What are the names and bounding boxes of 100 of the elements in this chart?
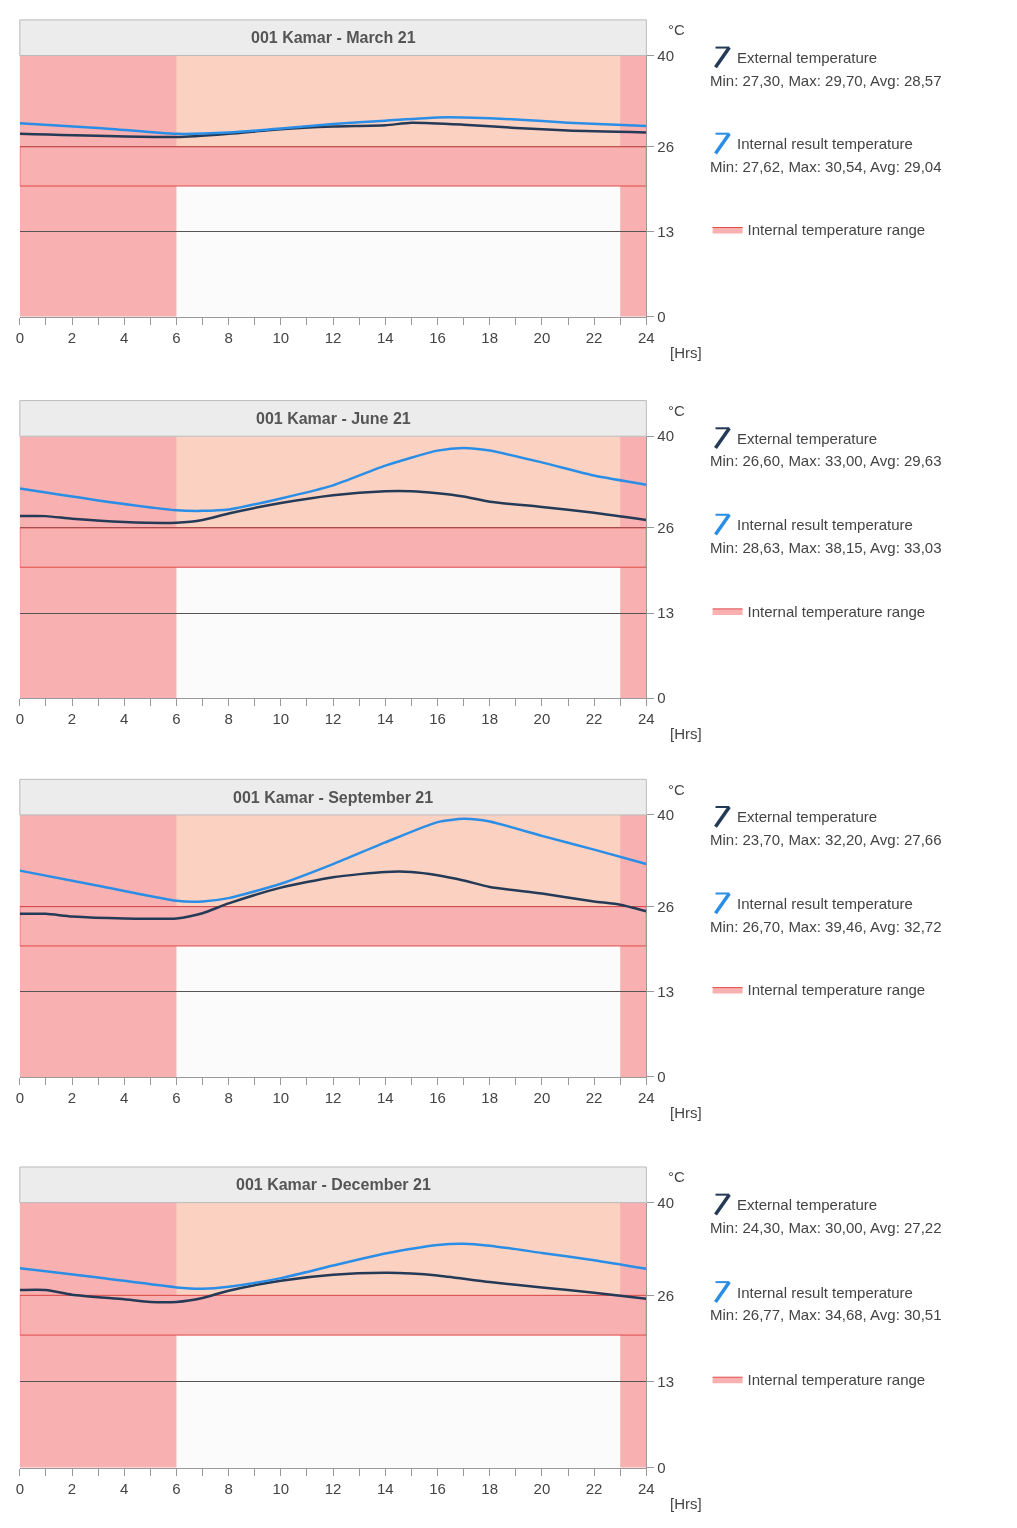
legend-label: Internal temperature range <box>747 1371 926 1389</box>
x-tick-label: 0 <box>15 710 24 728</box>
line-series <box>19 446 647 513</box>
y-tick-label: 13 <box>657 1372 675 1390</box>
x-tick-label: 14 <box>376 1088 394 1106</box>
x-tick-label: 10 <box>272 710 290 728</box>
x-tick-label: 12 <box>324 1088 342 1106</box>
line-series <box>19 870 647 921</box>
x-tick-label: 2 <box>67 328 77 346</box>
y-tick-label: 0 <box>657 689 666 707</box>
x-axis-title: [Hrs] <box>670 1104 702 1121</box>
x-tick-label: 20 <box>533 1479 551 1497</box>
text: Min: 28,63, Max: 38,15, Avg: 33,03 <box>710 539 942 556</box>
legend-label: Internal temperature range <box>747 981 926 999</box>
x-tick-label: 24 <box>637 328 655 346</box>
line-series <box>19 1271 647 1304</box>
x-tick-label: 18 <box>481 1479 499 1497</box>
x-axis-title: [Hrs] <box>670 725 702 742</box>
x-tick-label: 4 <box>120 710 129 728</box>
y-tick-label: 26 <box>657 519 675 537</box>
x-tick-label: 20 <box>533 328 551 346</box>
y-axis-title: °C <box>668 1168 685 1185</box>
text: Min: 26,60, Max: 33,00, Avg: 29,63 <box>710 452 942 469</box>
y-axis-title: °C <box>668 402 685 419</box>
x-tick-label: 2 <box>67 710 77 728</box>
x-axis-title: [Hrs] <box>670 1495 702 1512</box>
x-tick-label: 16 <box>429 710 446 728</box>
text: Min: 24,30, Max: 30,00, Avg: 27,22 <box>710 1219 942 1236</box>
x-tick-label: 10 <box>272 1088 290 1106</box>
x-tick-label: 14 <box>376 328 394 346</box>
legend-label: Internal result temperature <box>737 135 913 152</box>
legend-label: External temperature <box>737 1196 878 1213</box>
line-series <box>19 489 647 525</box>
y-tick-label: 0 <box>657 1068 666 1086</box>
x-tick-label: 24 <box>637 1479 655 1497</box>
chart-title: 001 Kamar - December 21 <box>236 1176 431 1193</box>
x-tick-label: 22 <box>585 1479 603 1497</box>
chart-title: 001 Kamar - March 21 <box>251 29 416 46</box>
y-tick-label: 13 <box>657 604 675 622</box>
legend-label: External temperature <box>737 49 878 66</box>
x-tick-label: 14 <box>376 710 394 728</box>
x-tick-label: 6 <box>172 1479 181 1497</box>
y-tick-label: 40 <box>657 427 675 445</box>
x-tick-label: 10 <box>272 1479 290 1497</box>
x-tick-label: 0 <box>15 1479 24 1497</box>
y-tick-label: 26 <box>657 138 675 156</box>
y-axis-title: °C <box>668 21 685 38</box>
x-tick-label: 18 <box>481 1088 499 1106</box>
x-tick-label: 8 <box>224 1088 233 1106</box>
x-tick-label: 12 <box>324 1479 342 1497</box>
text: Min: 27,62, Max: 30,54, Avg: 29,04 <box>710 158 942 175</box>
y-tick-label: 26 <box>657 1286 675 1304</box>
text: Min: 23,70, Max: 32,20, Avg: 27,66 <box>710 831 942 848</box>
x-tick-label: 16 <box>429 328 446 346</box>
line-series <box>19 116 647 136</box>
text: Min: 26,70, Max: 39,46, Avg: 32,72 <box>710 918 942 935</box>
y-tick-label: 0 <box>657 1458 666 1476</box>
legend-label: Internal temperature range <box>747 602 926 620</box>
x-tick-label: 6 <box>172 328 181 346</box>
chart-title: 001 Kamar - June 21 <box>256 410 411 427</box>
x-tick-label: 4 <box>120 328 129 346</box>
x-tick-label: 14 <box>376 1479 394 1497</box>
x-tick-label: 8 <box>224 1479 233 1497</box>
legend-label: Internal temperature range <box>747 221 926 239</box>
x-tick-label: 16 <box>429 1088 446 1106</box>
x-tick-label: 12 <box>324 328 342 346</box>
chart-title: 001 Kamar - September 21 <box>233 789 434 806</box>
text: Min: 27,30, Max: 29,70, Avg: 28,57 <box>710 72 942 89</box>
y-tick-label: 40 <box>657 46 675 64</box>
legend-label: External temperature <box>737 430 878 447</box>
x-tick-label: 24 <box>637 1088 655 1106</box>
y-tick-label: 13 <box>657 222 675 240</box>
line-series <box>19 1242 647 1290</box>
x-tick-label: 20 <box>533 710 551 728</box>
x-tick-label: 18 <box>481 710 499 728</box>
legend-label: Internal result temperature <box>737 895 913 912</box>
y-tick-label: 40 <box>657 806 675 824</box>
x-tick-label: 0 <box>15 328 24 346</box>
x-tick-label: 2 <box>67 1088 77 1106</box>
x-tick-label: 22 <box>585 1088 603 1106</box>
x-tick-label: 2 <box>67 1479 77 1497</box>
x-tick-label: 16 <box>429 1479 446 1497</box>
x-tick-label: 8 <box>224 328 233 346</box>
x-tick-label: 4 <box>120 1088 129 1106</box>
y-tick-label: 26 <box>657 897 675 915</box>
y-tick-label: 40 <box>657 1193 675 1211</box>
x-tick-label: 22 <box>585 328 603 346</box>
x-tick-label: 22 <box>585 710 603 728</box>
legend-label: Internal result temperature <box>737 1284 913 1301</box>
legend-label: Internal result temperature <box>737 516 913 533</box>
x-tick-label: 8 <box>224 710 233 728</box>
x-tick-label: 4 <box>120 1479 129 1497</box>
text: Min: 26,77, Max: 34,68, Avg: 30,51 <box>710 1306 942 1323</box>
x-tick-label: 10 <box>272 328 290 346</box>
x-axis-title: [Hrs] <box>670 344 702 361</box>
y-tick-label: 0 <box>657 307 666 325</box>
y-axis-title: °C <box>668 781 685 798</box>
y-tick-label: 13 <box>657 983 675 1001</box>
x-tick-label: 0 <box>15 1088 24 1106</box>
x-tick-label: 18 <box>481 328 499 346</box>
